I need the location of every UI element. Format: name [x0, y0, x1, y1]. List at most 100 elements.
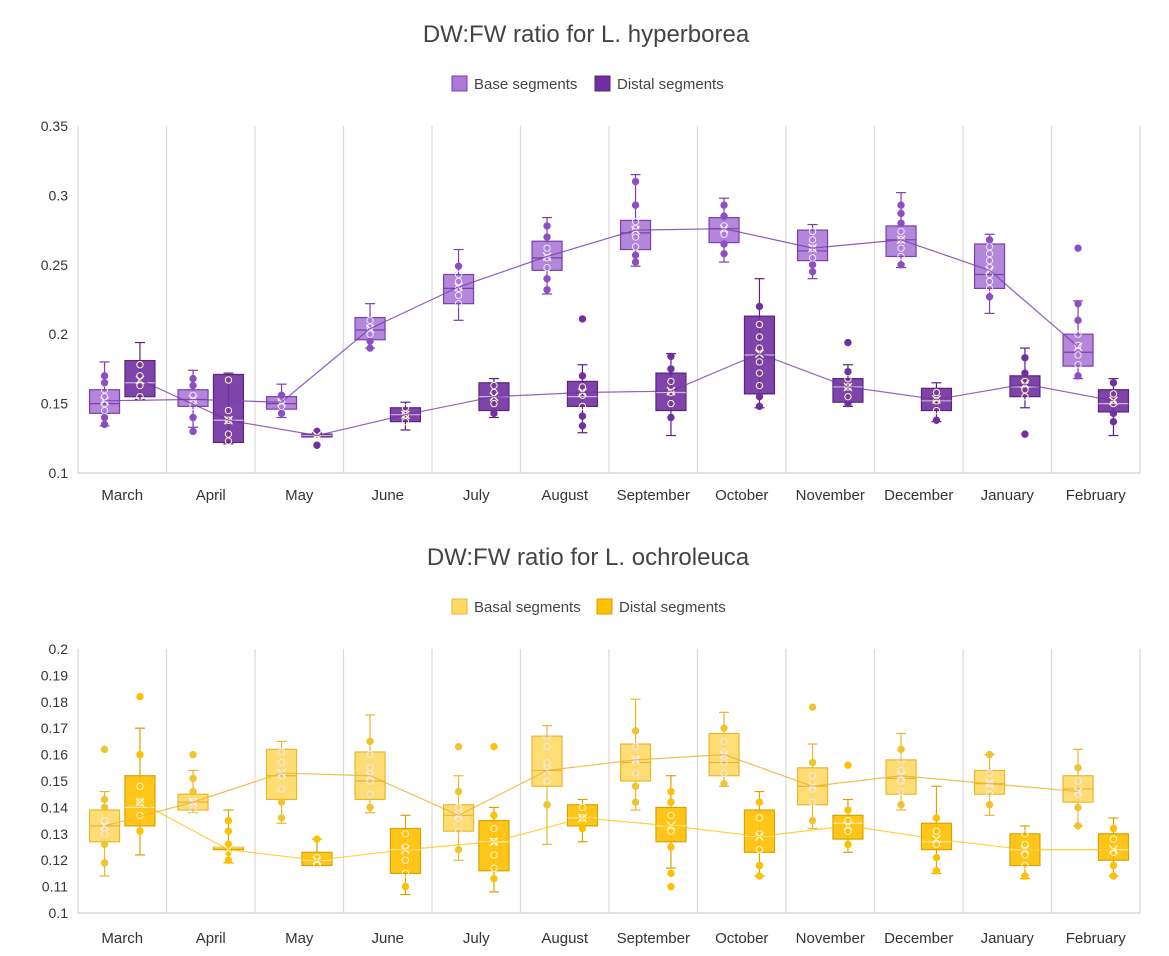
chart2-category-label: November: [796, 930, 865, 947]
box: [743, 809, 776, 853]
data-point: [1021, 851, 1029, 859]
chart2-box-1-9: [920, 785, 953, 875]
data-point: [1109, 390, 1118, 398]
data-point: [808, 798, 817, 806]
box: [442, 804, 475, 832]
data-point: [136, 381, 144, 390]
data-point: [543, 263, 551, 272]
data-point: [631, 251, 640, 259]
data-point: [543, 233, 551, 241]
chart1-category-label: June: [371, 487, 404, 504]
data-point: [136, 361, 144, 369]
data-point: [1074, 244, 1082, 252]
chart2-box-0-9: [885, 732, 917, 811]
data-point: [667, 869, 675, 878]
data-point: [277, 409, 286, 418]
data-point: [189, 427, 197, 436]
data-point: [366, 803, 374, 812]
data-point: [543, 758, 551, 767]
chart1-box-0-0: [88, 361, 121, 429]
data-point: [631, 727, 640, 735]
box: [920, 822, 953, 851]
data-point: [1109, 417, 1118, 426]
data-point: [755, 845, 764, 854]
data-point: [100, 795, 109, 804]
data-point: [897, 787, 905, 796]
data-point: [667, 352, 675, 361]
data-point: [100, 816, 109, 825]
chart2-box-1-2: [301, 835, 333, 870]
data-point: [808, 772, 817, 780]
chart2-category-label: April: [196, 930, 226, 947]
box: [1062, 333, 1094, 367]
chart1-box-1-9: [920, 382, 953, 424]
data-point: [932, 397, 941, 405]
data-point: [543, 244, 551, 252]
data-point: [844, 816, 852, 825]
data-point: [366, 750, 374, 759]
data-point: [578, 383, 587, 391]
data-point: [932, 840, 941, 849]
data-point: [100, 406, 109, 415]
chart2-mean-line-0: [104, 753, 1079, 827]
data-point: [401, 830, 410, 838]
data-point: [578, 372, 587, 380]
data-point: [755, 369, 764, 377]
chart2-box-1-11: [1097, 817, 1130, 880]
data-point: [313, 861, 321, 870]
data-point: [667, 811, 675, 820]
chart1-box-1-11: [1097, 378, 1130, 437]
chart1-legend: Base segments Distal segments: [451, 75, 724, 93]
chart2-category-label: December: [884, 930, 953, 947]
chart2-box-1-5: [566, 798, 599, 843]
data-point: [277, 814, 286, 822]
data-point: [631, 233, 640, 241]
data-point: [578, 824, 587, 833]
data-point: [720, 201, 728, 209]
data-point: [189, 787, 197, 796]
data-point: [755, 798, 764, 806]
chart1-title: DW:FW ratio for L. hyperborea: [423, 21, 750, 48]
data-point: [224, 430, 233, 438]
data-point: [1074, 777, 1082, 785]
box: [566, 380, 599, 407]
data-point: [100, 386, 109, 394]
data-point: [808, 227, 817, 236]
legend-label-distal-segments: Distal segments: [617, 76, 724, 93]
chart2-box-0-5: [531, 724, 563, 845]
data-point: [224, 376, 233, 384]
data-point: [454, 827, 463, 835]
data-point: [720, 737, 728, 746]
data-point: [720, 769, 728, 777]
data-point: [490, 742, 498, 751]
chart1-category-label: December: [884, 487, 953, 504]
data-point: [755, 358, 764, 366]
chart1-category-label: May: [285, 487, 314, 504]
chart2-category-label: October: [715, 930, 768, 947]
chart1-box-0-2: [265, 383, 298, 419]
data-point: [490, 874, 498, 883]
data-point: [366, 337, 374, 345]
data-point: [136, 798, 144, 806]
data-point: [897, 219, 905, 227]
chart1-category-label: July: [463, 487, 490, 504]
data-point: [543, 274, 551, 283]
data-point: [490, 824, 498, 833]
data-point: [985, 750, 994, 759]
data-point: [720, 779, 728, 788]
data-point: [224, 406, 233, 415]
data-point: [366, 344, 374, 352]
chart2-series-0: [88, 698, 1094, 877]
data-point: [932, 416, 941, 424]
data-point: [631, 742, 640, 751]
chart1-mean-line-1: [139, 352, 1114, 437]
chart1-category-label: September: [617, 487, 690, 504]
data-point: [897, 261, 905, 269]
data-point: [490, 864, 498, 872]
data-point: [401, 869, 410, 878]
chart2-title: DW:FW ratio for L. ochroleuca: [427, 544, 750, 571]
chart1-plot-area: 0.1 0.15 0.2 0.25 0.3 0.35 March April May June Ju…: [41, 118, 1141, 504]
data-point: [985, 293, 994, 301]
chart1-ytick-label: 0.2: [49, 326, 69, 342]
data-point: [189, 402, 197, 411]
